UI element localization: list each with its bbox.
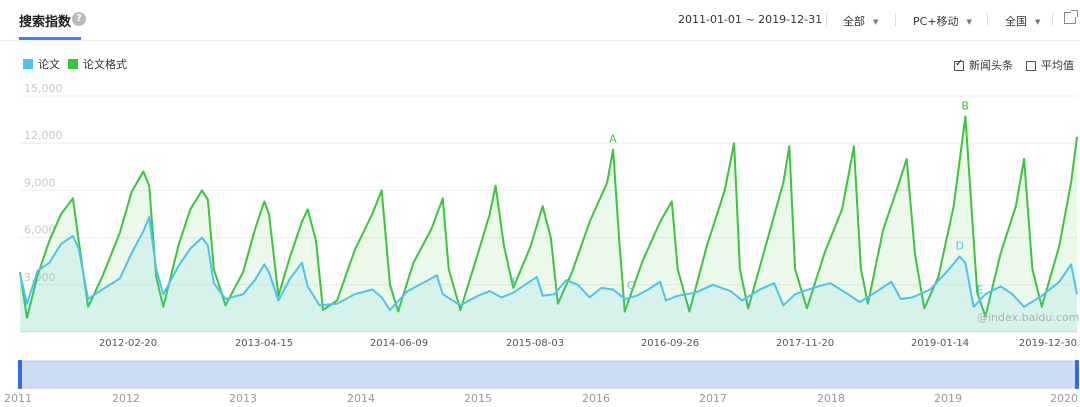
caret-down-icon: ▼ <box>966 18 972 26</box>
annotation-A: A <box>609 132 617 145</box>
annotation-B: B <box>961 99 969 112</box>
series-line-1 <box>19 115 1078 319</box>
navigator-year-label: 2016 <box>582 392 610 405</box>
date-range-text: 2011-01-01 ~ 2019-12-31 <box>678 13 823 26</box>
navigator-year-label: 2013 <box>229 392 257 405</box>
device-dropdown[interactable]: PC+移动 ▼ <box>913 13 972 29</box>
x-tick-label: 2015-08-03 <box>506 338 564 349</box>
divider <box>1052 13 1053 26</box>
legend-item-series-0[interactable]: 论文 <box>23 56 60 72</box>
average-checkbox[interactable]: 平均值 <box>1026 57 1074 73</box>
annotation-F: F <box>512 276 518 289</box>
navigator-left-handle[interactable] <box>18 360 22 389</box>
legend-swatch <box>23 59 33 69</box>
headline-checkbox[interactable]: 新闻头条 <box>954 57 1013 73</box>
navigator-year-label: 2011 <box>4 392 32 405</box>
watermark: @index.baidu.com <box>977 311 1079 324</box>
annotation-C: C <box>627 279 635 292</box>
help-icon[interactable]: ? <box>72 12 86 26</box>
legend-label: 论文 <box>38 58 60 71</box>
export-icon[interactable] <box>1064 10 1078 24</box>
y-tick-label: 15,000 <box>24 82 63 95</box>
y-tick-label: 12,000 <box>24 129 63 142</box>
navigator-year-label: 2018 <box>817 392 845 405</box>
region-dropdown-value: 全国 <box>1005 15 1027 28</box>
caret-down-icon: ▼ <box>873 18 879 26</box>
region-dropdown[interactable]: 全国 ▼ <box>1005 13 1040 29</box>
average-label: 平均值 <box>1041 59 1074 72</box>
series-area-0 <box>20 217 1077 332</box>
headline-label: 新闻头条 <box>969 59 1013 72</box>
annotation-D: D <box>956 239 964 252</box>
scope-dropdown[interactable]: 全部 ▼ <box>843 13 878 29</box>
x-tick-label: 2017-11-20 <box>776 338 834 349</box>
caret-down-icon: ▼ <box>1035 18 1041 26</box>
navigator-right-handle[interactable] <box>1075 360 1079 389</box>
page-title: 搜索指数 <box>19 15 72 30</box>
date-range-picker[interactable]: 2011-01-01 ~ 2019-12-31 <box>678 13 822 26</box>
chart-header: 搜索指数 ? 2011-01-01 ~ 2019-12-31 全部 ▼ PC+移动… <box>0 0 1080 41</box>
x-tick-label: 2013-04-15 <box>235 338 293 349</box>
divider <box>987 13 988 26</box>
navigator-year-label: 2014 <box>347 392 375 405</box>
navigator-year-label: 2015 <box>464 392 492 405</box>
divider <box>895 13 896 26</box>
x-tick-label: 2019-12-30 <box>1019 338 1077 349</box>
scope-dropdown-value: 全部 <box>843 15 865 28</box>
y-tick-label: 9,000 <box>24 176 56 189</box>
y-tick-label: 3,000 <box>24 271 56 284</box>
legend-item-series-1[interactable]: 论文格式 <box>68 56 127 72</box>
legend-label: 论文格式 <box>83 58 127 71</box>
checkbox-empty-icon <box>1026 61 1036 71</box>
navigator-year-label: 2012 <box>112 392 140 405</box>
series-line-0 <box>19 216 1078 311</box>
y-tick-label: 6,000 <box>24 224 56 237</box>
x-tick-label: 2019-01-14 <box>911 338 969 349</box>
x-tick-label: 2012-02-20 <box>99 338 157 349</box>
navigator-year-label: 2020 <box>1050 392 1078 405</box>
legend-swatch <box>68 59 78 69</box>
device-dropdown-value: PC+移动 <box>913 15 959 28</box>
checkbox-checked-icon <box>954 58 964 71</box>
navigator-year-label: 2019 <box>934 392 962 405</box>
annotation-E: E <box>977 284 984 297</box>
divider <box>826 13 827 26</box>
navigator-year-label: 2017 <box>699 392 727 405</box>
navigator-selection <box>19 360 1078 389</box>
x-tick-label: 2016-09-26 <box>641 338 699 349</box>
x-tick-label: 2014-06-09 <box>370 338 428 349</box>
title-underline <box>19 37 81 40</box>
